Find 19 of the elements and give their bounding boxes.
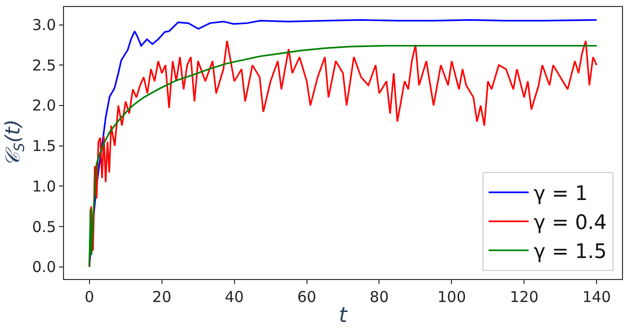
- y-tick-label: 3.0: [32, 16, 56, 34]
- x-axis-title: t: [338, 303, 348, 328]
- legend-label: γ = 1: [534, 181, 588, 206]
- y-tick-label: 1.5: [32, 137, 56, 156]
- x-tick-label: 40: [224, 288, 244, 306]
- y-tick-label: 0.0: [32, 258, 56, 276]
- x-tick-label: 120: [510, 288, 538, 306]
- y-tick-label: 1.0: [32, 177, 56, 196]
- y-tick-label: 2.0: [32, 96, 56, 115]
- x-tick-label: 0: [84, 288, 94, 306]
- y-tick-label: 2.5: [32, 56, 56, 74]
- x-tick-label: 100: [437, 288, 466, 306]
- x-tick-label: 60: [297, 288, 316, 306]
- x-tick-label: 140: [582, 288, 611, 306]
- y-tick-label: 0.5: [32, 218, 56, 236]
- x-tick-label: 20: [152, 288, 172, 306]
- legend-label: γ = 0.4: [534, 210, 607, 234]
- legend-label: γ = 1.5: [534, 239, 607, 264]
- x-tick-label: 80: [370, 288, 389, 306]
